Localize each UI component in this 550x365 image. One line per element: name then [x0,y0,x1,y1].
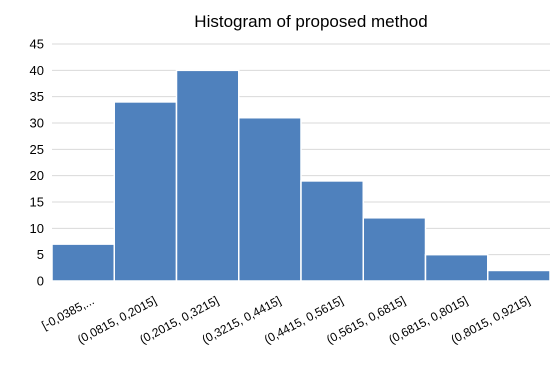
y-tick-label: 25 [30,142,44,157]
bar [487,269,550,282]
y-axis-ticks: 0 5 10 15 20 25 30 35 40 45 [30,37,44,289]
x-axis-ticks: [-0,0385,...(0,0815, 0,2015](0,2015, 0,3… [39,293,532,346]
y-tick-label: 30 [30,116,44,131]
y-tick-label: 20 [30,168,44,183]
y-tick-label: 45 [30,37,44,52]
chart-title: Histogram of proposed method [194,12,427,31]
bar [175,69,240,282]
bar [113,101,178,282]
y-tick-label: 15 [30,195,44,210]
y-tick-label: 40 [30,63,44,78]
bar [51,243,115,282]
bars [51,69,550,282]
bar [424,253,489,282]
bar [300,180,364,282]
y-tick-label: 0 [37,274,44,289]
y-tick-label: 10 [30,221,44,236]
y-tick-label: 5 [37,247,44,262]
bar [362,217,427,282]
y-tick-label: 35 [30,89,44,104]
bar [238,116,302,282]
